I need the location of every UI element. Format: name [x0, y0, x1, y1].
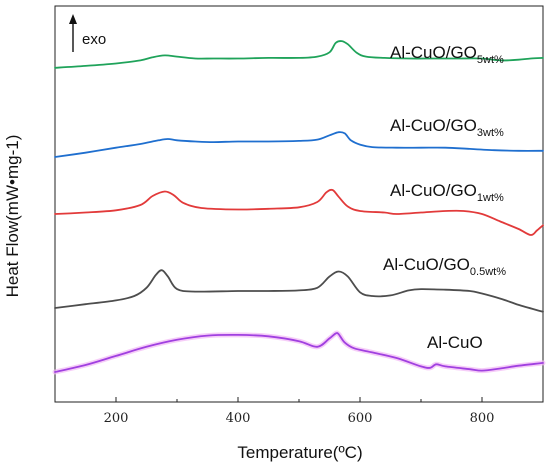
series-line-5 [54, 332, 544, 373]
series-label-main: Al-CuO [427, 333, 483, 352]
series-line-1 [54, 40, 544, 69]
series-label-main: Al-CuO/GO [390, 43, 477, 62]
series-label-2: Al-CuO/GO3wt% [390, 116, 504, 139]
series-label-sub: 3wt% [477, 127, 504, 139]
x-tick-label: 800 [470, 411, 495, 426]
series-label-5: Al-CuO [427, 333, 483, 352]
y-axis-title: Heat Flow(mW•mg-1) [3, 135, 22, 298]
x-tick-label: 200 [104, 411, 129, 426]
series-label-sub: 1wt% [477, 192, 504, 204]
series-label-main: Al-CuO/GO [390, 116, 477, 135]
series-label-1: Al-CuO/GO5wt% [390, 43, 504, 66]
x-tick-label: 600 [348, 411, 373, 426]
x-tick-label: 400 [226, 411, 251, 426]
x-axis-title: Temperature(ºC) [237, 443, 362, 462]
series-label-main: Al-CuO/GO [383, 255, 470, 274]
series-label-sub: 5wt% [477, 54, 504, 66]
series-line-4 [54, 269, 544, 313]
series-line-3 [54, 188, 544, 236]
series-label-4: Al-CuO/GO0.5wt% [383, 255, 506, 278]
exo-arrow-icon [69, 14, 77, 24]
series-label-main: Al-CuO/GO [390, 181, 477, 200]
exo-annotation: exo [82, 31, 106, 48]
series-label-3: Al-CuO/GO1wt% [390, 181, 504, 204]
series-line-2 [54, 131, 544, 158]
series-label-sub: 0.5wt% [470, 266, 506, 278]
